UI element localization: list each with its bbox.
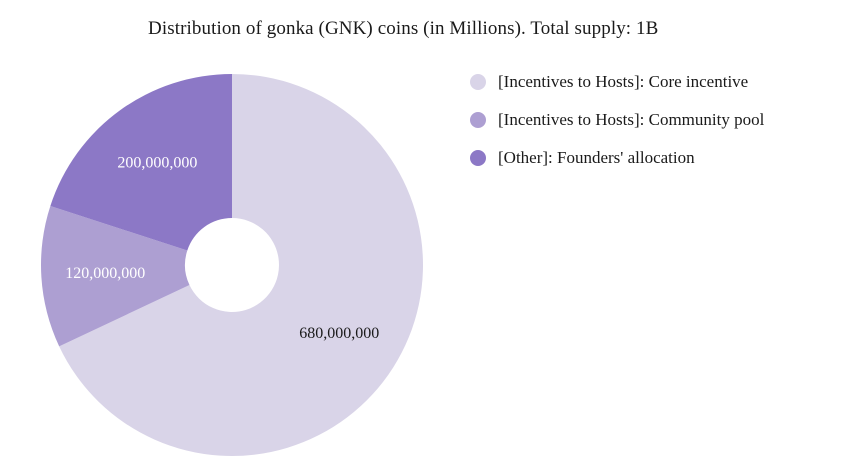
slice-label-community-pool: 120,000,000: [65, 265, 145, 282]
legend-label-core-incentive: [Incentives to Hosts]: Core incentive: [498, 72, 749, 91]
legend-swatch-founders-allocation: [470, 150, 486, 166]
pie-slice-core-incentive[interactable]: [59, 74, 423, 457]
pie-slice-founders-allocation[interactable]: [50, 74, 232, 251]
chart-legend: [Incentives to Hosts]: Core incentive [I…: [470, 72, 764, 186]
legend-swatch-community-pool: [470, 112, 486, 128]
legend-item-core-incentive[interactable]: [Incentives to Hosts]: Core incentive: [470, 72, 764, 92]
legend-label-community-pool: [Incentives to Hosts]: Community pool: [498, 110, 765, 129]
legend-item-community-pool[interactable]: [Incentives to Hosts]: Community pool: [470, 110, 764, 130]
pie-slice-community-pool[interactable]: [40, 205, 190, 347]
slice-label-founders-allocation: 200,000,000: [117, 154, 197, 171]
legend-item-founders-allocation[interactable]: [Other]: Founders' allocation: [470, 148, 764, 168]
slice-label-core-incentive: 680,000,000: [299, 325, 379, 342]
chart-title: Distribution of gonka (GNK) coins (in Mi…: [148, 18, 659, 39]
legend-label-founders-allocation: [Other]: Founders' allocation: [498, 148, 695, 167]
legend-swatch-core-incentive: [470, 74, 486, 90]
